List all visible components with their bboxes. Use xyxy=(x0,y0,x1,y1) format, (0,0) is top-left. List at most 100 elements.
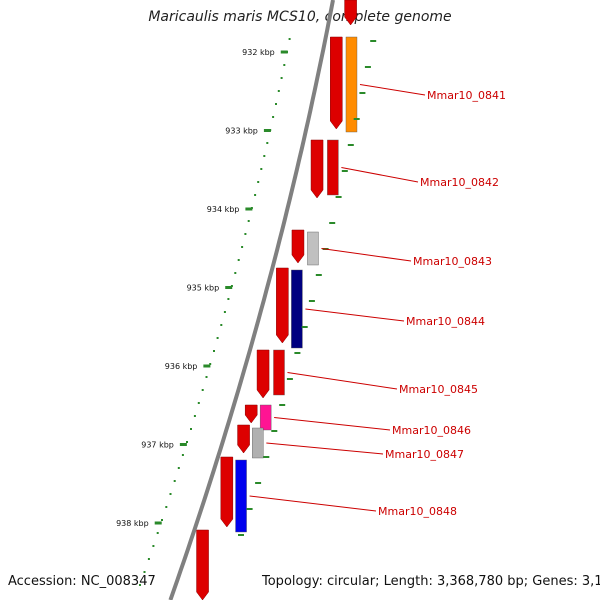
gene-label: Mmar10_0847 xyxy=(385,448,464,461)
cds-arrow xyxy=(344,0,357,26)
gc-dot xyxy=(161,519,163,521)
gc-dot xyxy=(201,389,204,391)
gc-dot xyxy=(223,311,226,313)
gc-dot xyxy=(209,363,212,365)
minor-tick xyxy=(364,66,371,68)
tick-label: 932 kbp xyxy=(242,48,275,57)
minor-tick xyxy=(341,170,348,172)
backbone-line xyxy=(168,0,335,600)
gc-dot xyxy=(283,64,286,66)
minor-tick xyxy=(246,508,253,510)
minor-tick xyxy=(347,144,354,146)
gc-dot xyxy=(190,428,192,430)
gc-dot xyxy=(241,246,244,248)
gc-dot xyxy=(254,194,257,196)
gc-dot xyxy=(186,441,188,443)
gene-track xyxy=(235,36,358,533)
minor-tick xyxy=(335,196,342,198)
minor-tick xyxy=(329,222,336,224)
gc-dot xyxy=(288,38,291,40)
cds-arrow xyxy=(196,529,209,600)
tick-mark xyxy=(179,443,187,446)
accession-text: Accession: NC_008347 xyxy=(8,574,156,589)
minor-tick xyxy=(294,352,301,354)
gene-feature xyxy=(291,269,303,349)
cds-arrow xyxy=(244,404,258,424)
minor-tick xyxy=(301,326,308,328)
leader-line xyxy=(266,442,384,455)
minor-tick xyxy=(359,92,366,94)
gene-label: Mmar10_0843 xyxy=(413,255,492,268)
cds-arrow xyxy=(220,456,234,528)
gc-dot xyxy=(165,506,168,508)
minor-tick xyxy=(370,40,377,42)
minor-tick xyxy=(263,456,270,458)
minor-tick xyxy=(308,300,315,302)
leader-line xyxy=(321,248,412,262)
tick-label: 934 kbp xyxy=(207,205,240,214)
gene-label: Mmar10_0844 xyxy=(406,315,485,328)
leader-line xyxy=(287,372,398,390)
gene-feature xyxy=(273,349,285,396)
gene-feature xyxy=(327,139,339,196)
minor-tick xyxy=(279,404,286,406)
gc-dot xyxy=(244,233,247,235)
gene-label: Mmar10_0842 xyxy=(420,176,499,189)
tick-mark xyxy=(245,207,253,211)
minor-tick xyxy=(315,274,322,276)
gc-dot xyxy=(173,480,176,482)
gc-dot xyxy=(181,454,184,456)
gc-dot xyxy=(216,337,219,339)
tick-label: 937 kbp xyxy=(141,441,174,450)
gene-label: Mmar10_0848 xyxy=(378,505,457,518)
gc-dot xyxy=(143,571,146,573)
gc-dot xyxy=(275,103,277,105)
gc-content-track xyxy=(139,38,291,586)
gene-labels: Mmar10_0841 Mmar10_0842 Mmar10_0843 Mmar10_… xyxy=(249,84,506,518)
gene-feature xyxy=(345,36,358,133)
cds-arrow xyxy=(310,139,324,199)
gc-dot xyxy=(205,376,208,378)
leader-line xyxy=(249,495,377,512)
gene-feature xyxy=(235,459,247,533)
gc-dot xyxy=(277,90,280,92)
gene-label: Mmar10_0841 xyxy=(427,89,506,102)
tick-mark xyxy=(225,286,233,289)
gc-dot xyxy=(213,350,215,352)
gc-dot xyxy=(193,415,196,417)
tick-label: 938 kbp xyxy=(116,519,149,528)
gc-dot xyxy=(257,181,260,183)
gc-dot xyxy=(234,272,237,274)
tick-mark xyxy=(203,364,211,368)
gc-dot xyxy=(139,584,141,586)
leader-line xyxy=(341,167,419,183)
gc-dot xyxy=(272,116,275,118)
gc-dot xyxy=(197,402,200,404)
gc-dot xyxy=(220,324,223,326)
gene-label: Mmar10_0846 xyxy=(392,424,471,437)
gc-dot xyxy=(152,545,155,547)
tick-mark xyxy=(263,129,271,132)
gc-dot xyxy=(156,532,159,534)
gc-dot xyxy=(247,220,250,222)
tick-label: 936 kbp xyxy=(165,362,198,371)
summary-text: Topology: circular; Length: 3,368,780 bp… xyxy=(260,574,600,589)
leader-line xyxy=(305,308,405,322)
gc-dot xyxy=(237,259,240,261)
tick-mark xyxy=(280,50,288,54)
tick-label: 935 kbp xyxy=(187,284,220,293)
minor-tick xyxy=(255,482,262,484)
gc-dot xyxy=(227,298,230,300)
tick-label: 933 kbp xyxy=(225,127,258,136)
leader-line xyxy=(274,417,391,431)
cds-arrow xyxy=(276,267,289,344)
gene-feature xyxy=(259,404,272,431)
tick-mark xyxy=(154,521,162,525)
backbone xyxy=(168,0,335,600)
gene-feature xyxy=(252,427,264,459)
cds-arrow xyxy=(291,229,305,264)
cds-arrow xyxy=(330,36,343,130)
gene-feature xyxy=(307,231,319,266)
minor-tick xyxy=(353,118,360,120)
